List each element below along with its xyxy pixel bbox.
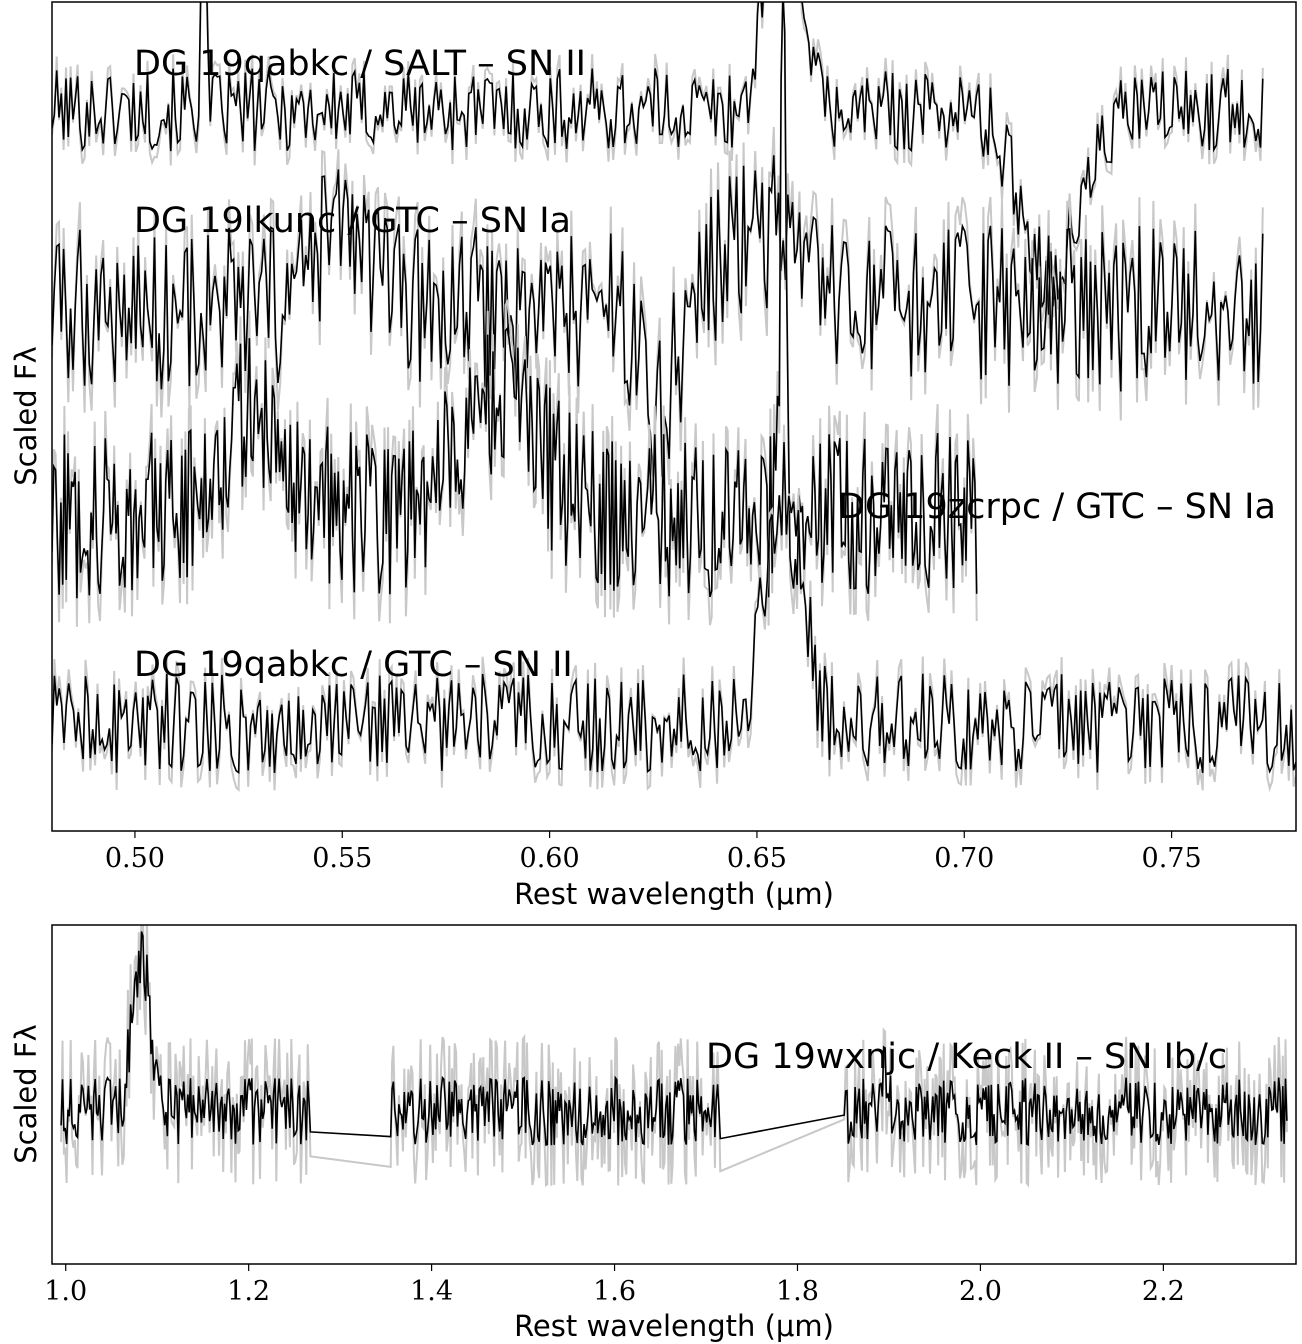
bottom-plot-area [60,925,1288,1188]
x-tick-label: 0.65 [727,843,787,874]
x-tick-label: 1.2 [227,1276,270,1307]
series-label-dg19zcrpc-gtc: DG 19zcrpc / GTC – SN Ia [838,487,1276,527]
binned-spectrum-line [52,2,978,599]
binned-spectrum-line [52,442,1296,774]
bottom-y-axis-label: Scaled Fλ [9,1024,43,1164]
x-tick-label: 1.6 [593,1276,636,1307]
top-x-axis-label: Rest wavelength (μm) [514,877,834,911]
x-tick-label: 2.2 [1142,1276,1185,1307]
top-panel-frame [51,1,1297,832]
binned-spectrum-line [60,931,1288,1147]
top-panel: 0.50 0.55 0.60 0.65 0.70 0.75 Rest wavelength… [9,1,1297,911]
x-tick-label: 2.0 [959,1276,1002,1307]
x-tick-label: 0.55 [312,843,372,874]
x-tick-label: 1.4 [410,1276,453,1307]
bottom-x-axis-label: Rest wavelength (μm) [514,1309,834,1343]
series-label-dg19lkunc-gtc: DG 19lkunc / GTC – SN Ia [134,201,571,241]
bottom-panel: 1.0 1.2 1.4 1.6 1.8 2.0 2.2 Rest wavelength (μ… [9,924,1297,1343]
x-tick-label: 0.70 [934,843,994,874]
top-plot-area [52,2,1296,793]
x-tick-label: 1.0 [44,1276,87,1307]
binned-spectrum-line [52,155,1264,477]
x-tick-label: 0.50 [105,843,165,874]
series-label-dg19wxnjc-keck: DG 19wxnjc / Keck II – SN Ib/c [706,1037,1227,1077]
x-tick-label: 1.8 [776,1276,819,1307]
bottom-x-ticks: 1.0 1.2 1.4 1.6 1.8 2.0 2.2 [44,1264,1185,1307]
series-label-dg19qabkc-gtc: DG 19qabkc / GTC – SN II [134,645,573,685]
series-label-dg19qabkc-salt: DG 19qabkc / SALT – SN II [134,44,586,84]
bottom-panel-frame [51,924,1297,1265]
top-y-axis-label: Scaled Fλ [9,346,43,486]
x-tick-label: 0.60 [520,843,580,874]
top-x-ticks: 0.50 0.55 0.60 0.65 0.70 0.75 [105,831,1202,874]
x-tick-label: 0.75 [1142,843,1202,874]
